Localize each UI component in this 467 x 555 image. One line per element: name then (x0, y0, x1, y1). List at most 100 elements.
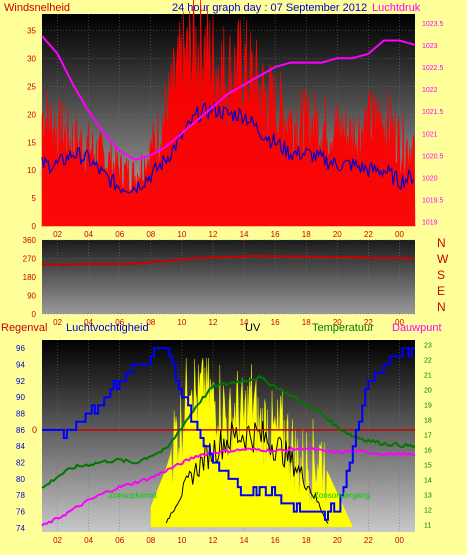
wind-gust-series (41, 102, 414, 195)
humidity-y-tick-label: 94 (16, 361, 25, 370)
wind-x-tick-label: 10 (177, 230, 186, 239)
pressure-axis-label: Luchtdruk (372, 2, 421, 14)
humidity-x-tick-label: 14 (240, 536, 249, 545)
direction-x-tick-label: 16 (271, 318, 280, 327)
direction-x-tick-label: 14 (240, 318, 249, 327)
temperature-y-tick-label: 17 (424, 433, 432, 440)
wind-x-tick-label: 04 (84, 230, 93, 239)
pressure-y-tick-label: 1021 (422, 131, 438, 138)
wind-speed-axis-label: Windsnelheid (4, 2, 70, 14)
direction-y-tick-label: 360 (23, 236, 37, 245)
humidity-y-tick-label: 90 (16, 393, 25, 402)
temperature-y-tick-label: 16 (424, 448, 432, 455)
wind-x-tick-label: 08 (146, 230, 155, 239)
wind-x-tick-label: 00 (395, 230, 404, 239)
pressure-y-tick-label: 1020 (422, 175, 438, 182)
humidity-y-tick-label: 74 (16, 524, 25, 533)
direction-x-tick-label: 06 (115, 318, 124, 327)
direction-x-tick-label: 12 (209, 318, 218, 327)
humidity-x-tick-label: 00 (395, 536, 404, 545)
wind-y-tick-label: 0 (32, 222, 37, 231)
direction-x-tick-label: 04 (84, 318, 93, 327)
direction-y-tick-label: 90 (27, 292, 36, 301)
direction-x-tick-label: 20 (333, 318, 342, 327)
temperature-y-tick-label: 11 (424, 523, 431, 530)
humidity-x-tick-label: 16 (271, 536, 280, 545)
wind-x-tick-label: 20 (333, 230, 342, 239)
wind-x-tick-label: 12 (209, 230, 218, 239)
temperature-y-tick-label: 12 (424, 508, 432, 515)
humidity-y-tick-label: 78 (16, 491, 25, 500)
compass-label: N (437, 236, 446, 250)
wind-y-tick-label: 20 (27, 110, 36, 119)
pressure-series (41, 35, 416, 161)
temperature-y-tick-label: 18 (424, 418, 432, 425)
temperature-y-tick-label: 15 (424, 463, 432, 470)
wind-speed-series (41, 0, 416, 227)
wind-x-tick-label: 02 (53, 230, 62, 239)
direction-x-tick-label: 22 (364, 318, 373, 327)
direction-x-tick-label: 08 (146, 318, 155, 327)
uv-label: UV (245, 322, 261, 334)
wind-x-tick-label: 16 (271, 230, 280, 239)
temperature-y-tick-label: 13 (424, 493, 432, 500)
humidity-x-tick-label: 02 (53, 536, 62, 545)
wind-x-tick-label: 14 (240, 230, 249, 239)
humidity-y-tick-label: 84 (16, 442, 25, 451)
humidity-x-tick-label: 06 (115, 536, 124, 545)
humidity-x-tick-label: 18 (302, 536, 311, 545)
wind-x-tick-label: 18 (302, 230, 311, 239)
temperature-y-tick-label: 19 (424, 403, 432, 410)
wind-x-tick-label: 06 (115, 230, 124, 239)
pressure-y-tick-label: 1019 (422, 220, 438, 227)
dewpoint-label: Dauwpunt (392, 322, 442, 334)
direction-y-tick-label: 0 (32, 310, 37, 319)
rain-label: Regenval (1, 322, 47, 334)
humidity-x-tick-label: 10 (177, 536, 186, 545)
wind-y-tick-label: 15 (27, 138, 36, 147)
humidity-x-tick-label: 22 (364, 536, 373, 545)
humidity-x-tick-label: 20 (333, 536, 342, 545)
pressure-y-tick-label: 1022.5 (422, 65, 444, 72)
temperature-y-tick-label: 23 (424, 343, 432, 350)
humidity-y-tick-label: 96 (16, 344, 25, 353)
wind-direction-series (41, 254, 414, 266)
humidity-y-tick-label: 88 (16, 410, 25, 419)
temperature-series (41, 374, 416, 489)
humidity-y-tick-label: 92 (16, 377, 25, 386)
pressure-y-tick-label: 1022 (422, 87, 438, 94)
compass-label: E (437, 284, 445, 298)
direction-x-tick-label: 00 (395, 318, 404, 327)
humidity-x-tick-label: 12 (209, 536, 218, 545)
wind-y-tick-label: 35 (27, 27, 36, 36)
direction-x-tick-label: 18 (302, 318, 311, 327)
direction-x-tick-label: 10 (177, 318, 186, 327)
wind-y-tick-label: 5 (32, 194, 37, 203)
chart-title: 24 hour graph day : 07 September 2012 (172, 2, 367, 14)
direction-y-tick-label: 270 (23, 255, 37, 264)
temperature-label: Temperatuur (312, 322, 374, 334)
pressure-y-tick-label: 1019.5 (422, 198, 444, 205)
pressure-y-tick-label: 1021.5 (422, 109, 444, 116)
compass-label: W (437, 252, 449, 266)
pressure-y-tick-label: 1023.5 (422, 21, 444, 28)
direction-x-tick-label: 02 (53, 318, 62, 327)
temperature-y-tick-label: 22 (424, 358, 432, 365)
humidity-series (42, 347, 415, 521)
sunset-annotation: Zonsondergang (314, 491, 370, 500)
pressure-y-tick-label: 1020.5 (422, 153, 444, 160)
sunrise-annotation: Zonsopkomst (109, 491, 158, 500)
humidity-y-tick-label: 86 (16, 426, 25, 435)
solar-series (165, 420, 329, 524)
wind-x-tick-label: 22 (364, 230, 373, 239)
humidity-y-tick-label: 76 (16, 508, 25, 517)
direction-y-tick-label: 180 (23, 273, 37, 282)
temperature-y-tick-label: 14 (424, 478, 432, 485)
temperature-y-tick-label: 20 (424, 388, 432, 395)
temperature-y-tick-label: 21 (424, 373, 432, 380)
pressure-y-tick-label: 1023 (422, 43, 438, 50)
compass-label: N (437, 300, 446, 314)
rain-zero-label: 0 (32, 425, 37, 435)
wind-y-tick-label: 25 (27, 83, 36, 92)
